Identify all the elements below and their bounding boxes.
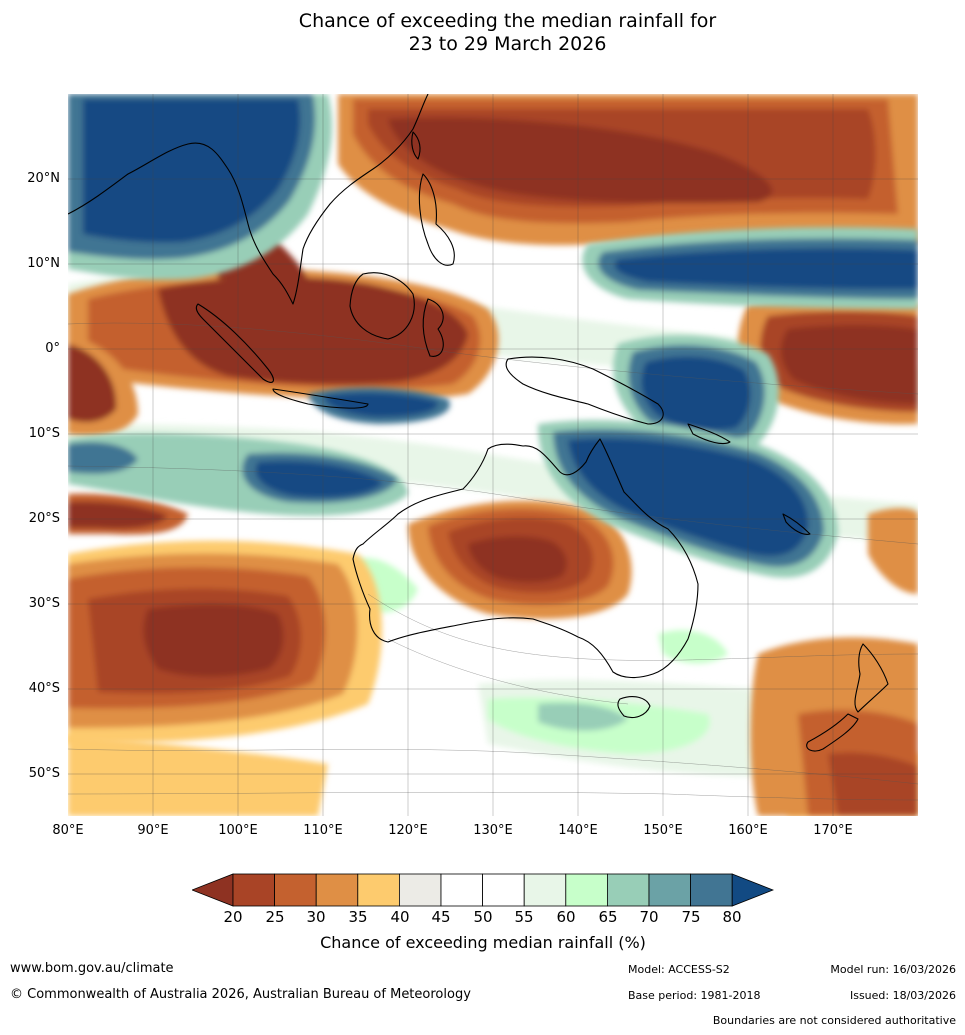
new-guinea-coastline xyxy=(505,356,664,425)
new-zealand-north-coastline xyxy=(854,643,889,713)
asia-mainland-coastline xyxy=(68,94,429,305)
lat-label-10n: 10°N xyxy=(27,256,60,271)
colorbar-tick-65: 65 xyxy=(598,908,618,926)
new-zealand-south-coastline xyxy=(806,713,859,752)
lon-label-170e: 170°E xyxy=(813,823,853,838)
colorbar-tick-25: 25 xyxy=(265,908,285,926)
map-title: Chance of exceeding the median rainfall … xyxy=(0,10,965,56)
coastlines xyxy=(68,94,889,752)
colorbar-bin-55-60 xyxy=(523,873,567,907)
lon-label-120e: 120°E xyxy=(388,823,428,838)
australia-coastline xyxy=(352,438,699,679)
lon-label-150e: 150°E xyxy=(643,823,683,838)
colorbar xyxy=(192,873,774,907)
model-run-date: Model run: 16/03/2026 xyxy=(830,963,956,976)
lon-label-110e: 110°E xyxy=(303,823,343,838)
colorbar-tick-30: 30 xyxy=(306,908,326,926)
colorbar-tick-45: 45 xyxy=(431,908,451,926)
taiwan-coastline xyxy=(411,131,421,160)
tasmania-coastline xyxy=(617,696,651,719)
boundaries-disclaimer: Boundaries are not considered authoritat… xyxy=(712,1014,956,1027)
lon-label-160e: 160°E xyxy=(728,823,768,838)
lon-label-140e: 140°E xyxy=(558,823,598,838)
colorbar-bin-20-25 xyxy=(232,873,275,907)
colorbar-title: Chance of exceeding median rainfall (%) xyxy=(320,933,646,952)
lon-label-130e: 130°E xyxy=(473,823,513,838)
dry-zones xyxy=(68,94,918,816)
colorbar-bin-40-45 xyxy=(398,873,442,907)
colorbar-over-80 xyxy=(731,873,774,907)
colorbar-bin-30-35 xyxy=(315,873,359,907)
map-svg xyxy=(68,94,918,816)
sumatra-coastline xyxy=(195,303,274,383)
website-link[interactable]: www.bom.gov.au/climate xyxy=(10,961,174,976)
issued-date: Issued: 18/03/2026 xyxy=(849,989,956,1002)
java-coastline xyxy=(272,388,369,409)
title-line-1: Chance of exceeding the median rainfall … xyxy=(298,10,717,32)
colorbar-tick-35: 35 xyxy=(348,908,368,926)
colorbar-under-20 xyxy=(192,873,234,907)
philippines-coastline xyxy=(418,173,455,266)
colorbar-bin-50-55 xyxy=(482,873,525,907)
lat-label-40s: 40°S xyxy=(28,681,60,696)
colorbar-tick-80: 80 xyxy=(722,908,742,926)
rainfall-map xyxy=(68,94,918,816)
lon-label-80e: 80°E xyxy=(52,823,84,838)
colorbar-bin-65-70 xyxy=(606,873,650,907)
model-name: Model: ACCESS-S2 xyxy=(628,963,730,976)
colorbar-bin-60-65 xyxy=(565,873,608,907)
colorbar-bin-70-75 xyxy=(648,873,691,907)
colorbar-tick-60: 60 xyxy=(556,908,576,926)
new-caledonia-coastline xyxy=(782,513,811,535)
colorbar-bin-45-50 xyxy=(440,873,483,907)
base-period: Base period: 1981-2018 xyxy=(628,989,761,1002)
lat-label-20n: 20°N xyxy=(27,171,60,186)
lon-label-100e: 100°E xyxy=(218,823,258,838)
lat-label-10s: 10°S xyxy=(28,426,60,441)
lat-label-30s: 30°S xyxy=(28,596,60,611)
colorbar-bin-25-30 xyxy=(274,873,317,907)
lat-label-50s: 50°S xyxy=(28,766,60,781)
lon-label-90e: 90°E xyxy=(137,823,169,838)
copyright-text: © Commonwealth of Australia 2026, Austra… xyxy=(10,987,471,1002)
colorbar-tick-50: 50 xyxy=(473,908,493,926)
graticule xyxy=(68,94,918,816)
colorbar-bin-75-80 xyxy=(690,873,733,907)
solomon-islands-coastline xyxy=(687,423,731,445)
colorbar-tick-20: 20 xyxy=(223,908,243,926)
colorbar-tick-55: 55 xyxy=(514,908,534,926)
wet-zones xyxy=(68,94,918,578)
borneo-coastline xyxy=(349,272,415,340)
lat-label-0: 0° xyxy=(45,341,60,356)
colorbar-tick-75: 75 xyxy=(681,908,701,926)
colorbar-tick-40: 40 xyxy=(390,908,410,926)
lat-label-20s: 20°S xyxy=(28,511,60,526)
colorbar-tick-70: 70 xyxy=(639,908,659,926)
sulawesi-coastline xyxy=(422,298,444,357)
colorbar-bin-35-40 xyxy=(357,873,400,907)
title-line-2: 23 to 29 March 2026 xyxy=(408,33,607,55)
